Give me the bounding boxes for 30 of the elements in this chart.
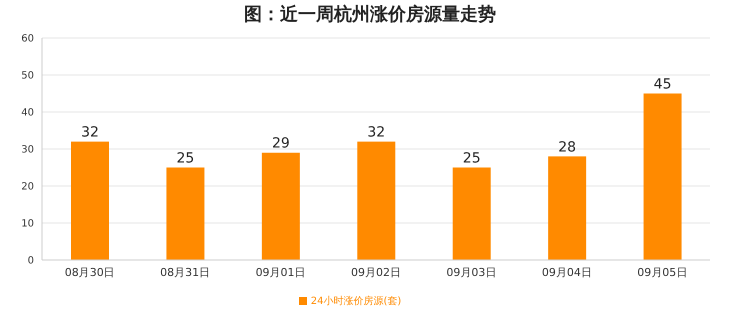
data-label: 32 <box>367 124 386 141</box>
y-tick-label: 20 <box>21 182 34 193</box>
data-label: 28 <box>558 139 576 156</box>
x-tick-label: 09月02日 <box>351 266 401 279</box>
y-tick-label: 30 <box>21 144 34 156</box>
x-tick-label: 09月04日 <box>542 266 592 279</box>
data-label: 29 <box>272 136 290 152</box>
legend-label: 24小时涨价房源(套) <box>310 296 402 307</box>
y-tick-label: 0 <box>28 256 34 267</box>
bar <box>166 168 204 260</box>
data-label: 25 <box>176 150 194 166</box>
x-tick-label: 08月31日 <box>160 266 210 279</box>
x-tick-label: 09月01日 <box>256 266 306 279</box>
x-tick-label: 09月03日 <box>446 266 496 279</box>
data-label: 32 <box>81 124 99 141</box>
bar <box>452 168 491 260</box>
data-label: 25 <box>462 150 481 166</box>
y-tick-label: 60 <box>21 34 34 45</box>
bar <box>71 142 109 260</box>
y-tick-label: 10 <box>21 218 34 230</box>
data-label: 45 <box>654 76 672 92</box>
x-tick-label: 08月30日 <box>64 266 115 279</box>
bar <box>262 152 300 260</box>
bar <box>644 94 682 260</box>
y-tick-label: 50 <box>21 70 34 82</box>
x-tick-label: 09月05日 <box>637 266 688 279</box>
chart-title: 图：近一周杭州涨价房源量走势 <box>243 3 497 27</box>
bar <box>357 142 396 260</box>
y-tick-label: 40 <box>21 108 34 119</box>
bar <box>548 156 586 260</box>
